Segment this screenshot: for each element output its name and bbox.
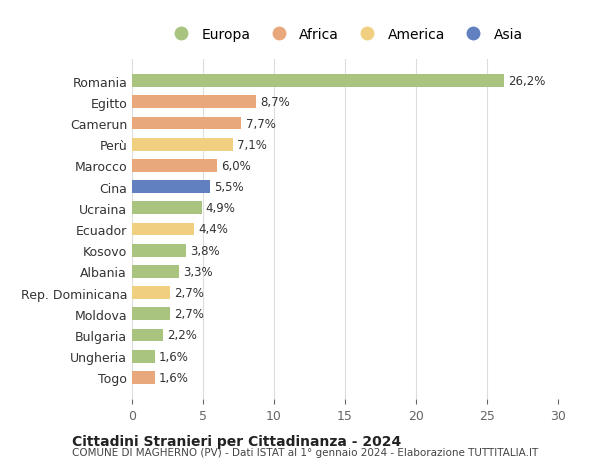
Bar [132, 118, 241, 130]
Bar [132, 371, 155, 384]
Text: 8,7%: 8,7% [260, 96, 290, 109]
Bar [132, 350, 155, 363]
Legend: Europa, Africa, America, Asia: Europa, Africa, America, Asia [161, 22, 529, 47]
Bar [132, 286, 170, 299]
Bar [132, 308, 170, 320]
Text: 7,7%: 7,7% [245, 117, 275, 130]
Text: 4,4%: 4,4% [199, 223, 229, 236]
Bar [132, 160, 217, 173]
Text: 2,7%: 2,7% [175, 308, 205, 320]
Text: Cittadini Stranieri per Cittadinanza - 2024: Cittadini Stranieri per Cittadinanza - 2… [72, 434, 401, 448]
Bar [132, 244, 186, 257]
Text: 4,9%: 4,9% [206, 202, 236, 215]
Text: 3,3%: 3,3% [183, 265, 213, 278]
Bar [132, 96, 256, 109]
Text: 2,7%: 2,7% [175, 286, 205, 299]
Text: 1,6%: 1,6% [159, 371, 189, 384]
Bar [132, 139, 233, 151]
Bar [132, 75, 504, 88]
Bar [132, 181, 210, 194]
Text: 26,2%: 26,2% [508, 75, 545, 88]
Text: 7,1%: 7,1% [237, 139, 267, 151]
Text: 6,0%: 6,0% [221, 160, 251, 173]
Bar [132, 329, 163, 341]
Bar [132, 223, 194, 236]
Text: 2,2%: 2,2% [167, 329, 197, 342]
Bar [132, 202, 202, 215]
Text: 5,5%: 5,5% [214, 181, 244, 194]
Text: 1,6%: 1,6% [159, 350, 189, 363]
Text: COMUNE DI MAGHERNO (PV) - Dati ISTAT al 1° gennaio 2024 - Elaborazione TUTTITALI: COMUNE DI MAGHERNO (PV) - Dati ISTAT al … [72, 448, 538, 458]
Text: 3,8%: 3,8% [190, 244, 220, 257]
Bar [132, 265, 179, 278]
